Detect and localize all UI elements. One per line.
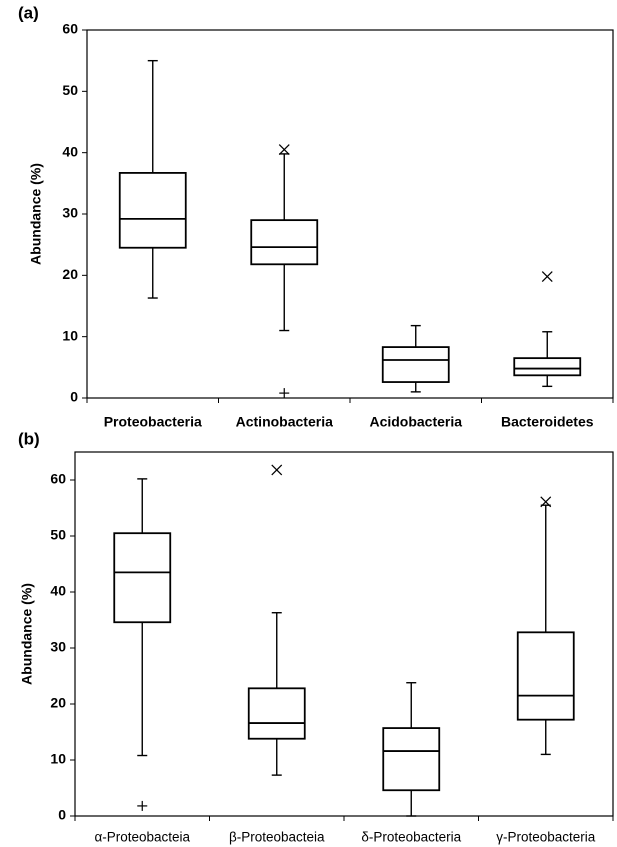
iqr-box xyxy=(381,346,450,383)
outlier-x-marker xyxy=(540,496,552,508)
x-category-label: α-Proteobacteia xyxy=(94,830,190,845)
x-category-label: Bacteroidetes xyxy=(501,414,594,430)
outlier-plus-marker xyxy=(137,800,148,811)
outlier-plus-marker xyxy=(279,388,290,399)
iqr-box xyxy=(118,172,187,249)
y-axis-label: Abundance (%) xyxy=(28,163,44,265)
box-3 xyxy=(382,682,441,817)
y-tick-label: 60 xyxy=(50,471,66,487)
y-tick-label: 20 xyxy=(50,695,66,711)
y-tick-label: 0 xyxy=(70,389,78,405)
iqr-box xyxy=(247,687,306,740)
x-category-label: Proteobacteria xyxy=(104,414,202,430)
box-1 xyxy=(118,59,187,299)
outlier-x-marker xyxy=(541,271,553,282)
box-4 xyxy=(516,496,575,756)
iqr-box xyxy=(113,532,172,624)
iqr-box xyxy=(513,357,582,377)
y-tick-label: 10 xyxy=(62,327,78,343)
iqr-box xyxy=(382,727,441,792)
box-3 xyxy=(381,324,450,393)
x-category-label: δ-Proteobacteria xyxy=(361,830,461,845)
outlier-x-stroke xyxy=(540,496,552,508)
outlier-x-stroke xyxy=(278,144,290,156)
y-tick-label: 30 xyxy=(62,205,78,221)
outlier-x-marker xyxy=(278,144,290,156)
box-2 xyxy=(250,144,319,399)
iqr-box xyxy=(516,631,575,721)
panel-label: (b) xyxy=(18,429,40,448)
y-tick-label: 10 xyxy=(50,751,66,767)
y-tick-label: 0 xyxy=(58,807,66,823)
y-tick-label: 50 xyxy=(50,527,66,543)
y-tick-label: 40 xyxy=(50,583,66,599)
box-1 xyxy=(113,478,172,811)
iqr-box xyxy=(250,219,319,266)
x-category-label: γ-Proteobacteria xyxy=(496,830,596,845)
y-tick-label: 40 xyxy=(62,143,78,159)
y-tick-label: 30 xyxy=(50,639,66,655)
x-category-label: Actinobacteria xyxy=(236,414,333,430)
y-tick-label: 20 xyxy=(62,266,78,282)
y-tick-label: 60 xyxy=(62,21,78,37)
box-4 xyxy=(513,271,582,388)
y-tick-label: 50 xyxy=(62,82,78,98)
x-category-label: Acidobacteria xyxy=(369,414,462,430)
y-axis-label: Abundance (%) xyxy=(19,583,35,685)
chart-panel-b: (b) 0 10 20 30 40 50 60 Abundance (%) α-Proteobac… xyxy=(18,429,614,845)
panel-label: (a) xyxy=(18,3,39,22)
outlier-x-marker xyxy=(271,464,283,476)
x-category-label: β-Proteobacteia xyxy=(229,830,325,845)
chart-panel-a: (a) 0 10 20 30 40 50 60 Abundance (%) Proteobacte… xyxy=(18,3,614,430)
box-2 xyxy=(247,464,306,776)
outlier-x-stroke xyxy=(271,464,283,476)
outlier-x-stroke xyxy=(541,271,553,282)
